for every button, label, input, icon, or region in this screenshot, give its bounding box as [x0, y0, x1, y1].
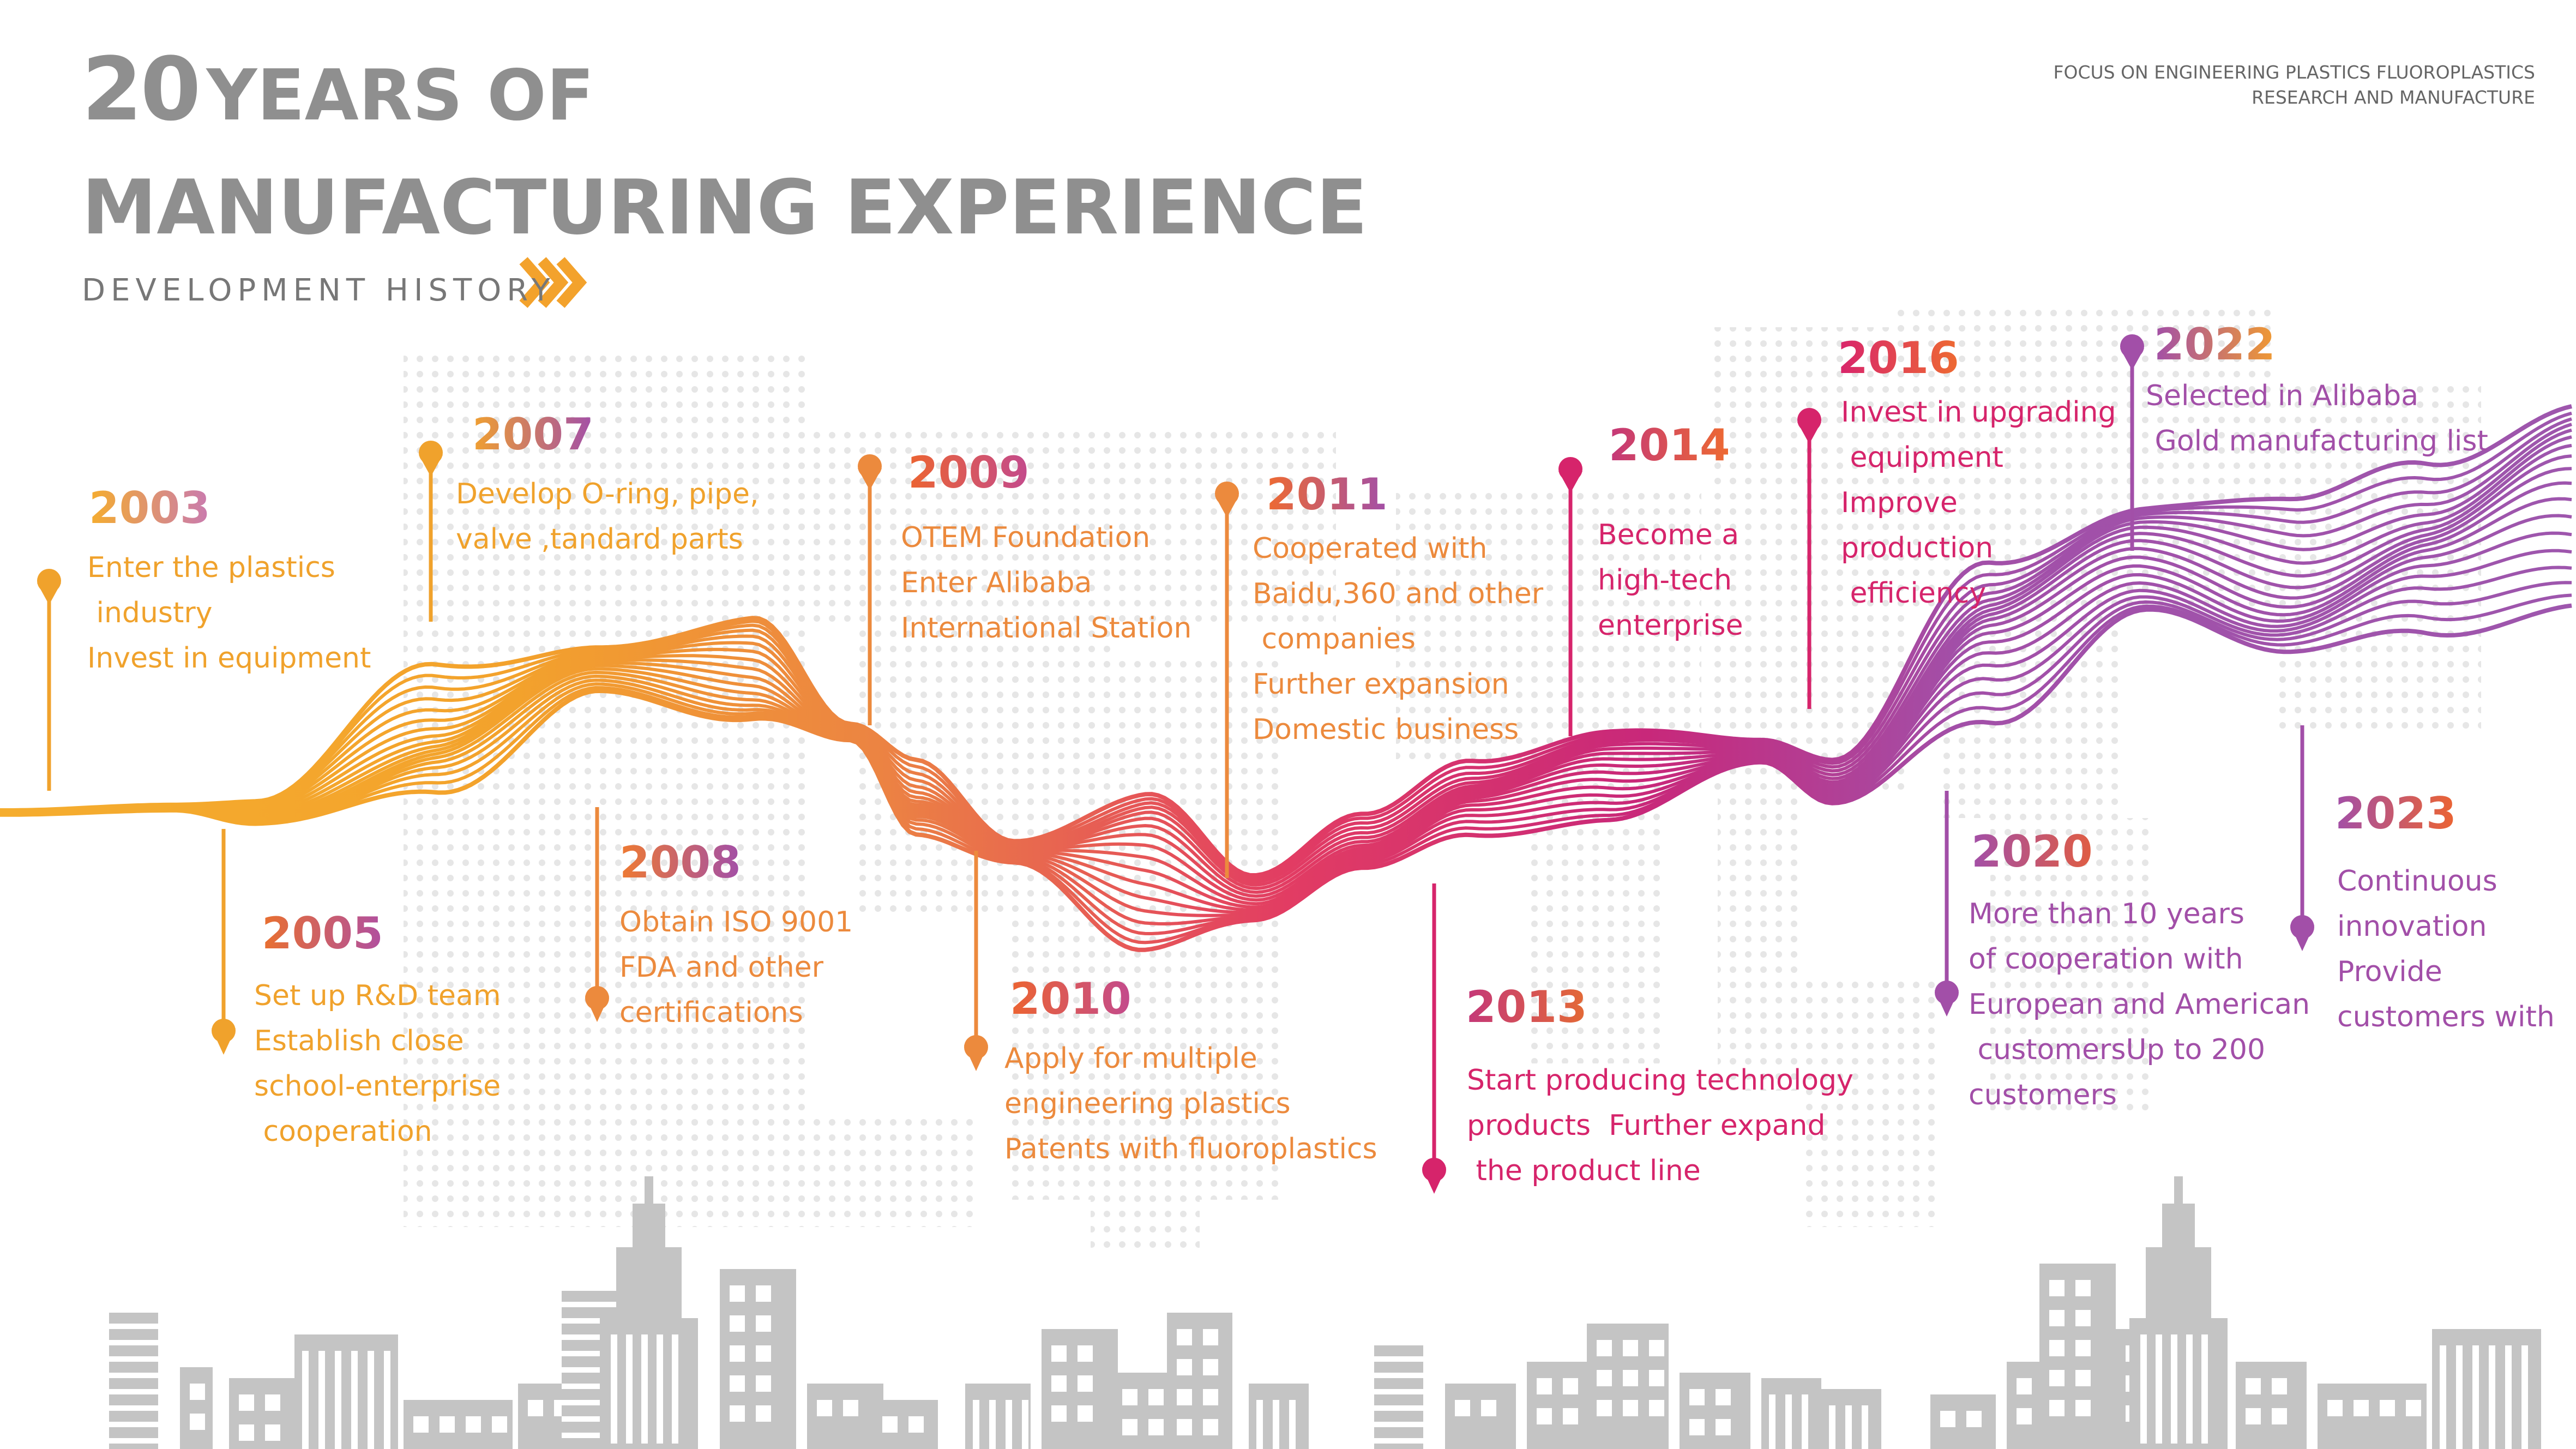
section-subtitle: DEVELOPMENT HISTORY: [82, 273, 556, 308]
milestone-line: customers with: [2337, 1001, 2555, 1033]
milestone-line: Enter Alibaba: [901, 567, 1092, 599]
milestone-line: Gold manufacturing list: [2146, 425, 2488, 458]
title-number: 20: [82, 38, 201, 140]
timeline-pins: [37, 334, 2314, 1194]
milestone-line: More than 10 years: [1969, 898, 2244, 930]
milestone-line: equipment: [1841, 441, 2003, 474]
milestone-text-2009: OTEM Foundation Enter Alibaba Internationa…: [901, 515, 1191, 651]
milestone-line: innovation: [2337, 910, 2487, 943]
milestone-line: Cooperated with: [1253, 532, 1488, 565]
year-label-2013: 2013: [1466, 982, 1587, 1032]
year-label-2023: 2023: [2335, 788, 2457, 839]
milestone-line: International Station: [901, 612, 1192, 645]
milestone-line: Improve: [1841, 486, 1958, 519]
timeline-pin-2008: [585, 807, 609, 1022]
milestone-text-2011: Cooperated with Baidu,360 and other compa…: [1253, 526, 1543, 753]
milestone-line: high-tech: [1598, 564, 1732, 597]
milestone-text-2023: Continuous innovation Provide customers wit…: [2337, 859, 2555, 1040]
timeline-pin-2016: [1797, 408, 1821, 709]
year-label-2022: 2022: [2154, 319, 2276, 370]
timeline-pin-2014: [1558, 457, 1582, 736]
milestone-line: customersUp to 200: [1969, 1033, 2266, 1066]
milestone-line: Become a: [1598, 519, 1740, 551]
milestone-text-2014: Become a high-tech enterprise: [1598, 513, 1743, 648]
milestone-line: Further expansion: [1253, 668, 1509, 701]
world-map-dots: [404, 305, 2481, 1254]
year-label-2007: 2007: [472, 409, 594, 460]
milestone-line: of cooperation with: [1969, 943, 2243, 976]
milestone-text-2007: Develop O-ring, pipe, valve ,tandard part…: [456, 472, 759, 562]
timeline-ribbon: [0, 404, 2572, 952]
milestone-text-2016: Invest in upgrading equipment Improve prod…: [1841, 390, 2116, 616]
milestone-text-2008: Obtain ISO 9001 FDA and other certificatio…: [619, 900, 853, 1036]
milestone-text-2010: Apply for multiple engineering plastics Pa…: [1004, 1036, 1377, 1172]
milestone-line: cooperation: [254, 1115, 432, 1148]
milestone-line: Continuous: [2337, 865, 2497, 898]
milestone-line: Baidu,360 and other: [1253, 578, 1544, 610]
milestone-line: Domestic business: [1253, 713, 1519, 746]
milestone-line: industry: [87, 597, 213, 629]
year-label-2016: 2016: [1838, 333, 1959, 383]
timeline-pin-2005: [212, 829, 236, 1055]
milestone-line: European and American: [1969, 988, 2310, 1021]
milestone-text-2005: Set up R&D team Establish close school-ent…: [254, 973, 501, 1155]
milestone-line: Establish close: [254, 1025, 464, 1057]
timeline-pin-2020: [1935, 791, 1959, 1017]
year-label-2011: 2011: [1266, 469, 1388, 520]
milestone-text-2022: Selected in Alibaba Gold manufacturing l…: [2146, 374, 2488, 464]
milestone-line: Enter the plastics: [87, 551, 335, 584]
milestone-line: school-enterprise: [254, 1070, 501, 1103]
tagline-line2: RESEARCH AND MANUFACTURE: [2252, 87, 2535, 108]
timeline-pin-2011: [1215, 482, 1239, 878]
year-label-2009: 2009: [908, 447, 1030, 498]
milestone-line: production: [1841, 532, 1994, 564]
title-years-of: YEARS OF: [206, 55, 594, 136]
timeline-pin-2003: [37, 569, 61, 791]
year-label-2005: 2005: [262, 908, 383, 959]
milestone-text-2013: Start producing technology products Furth…: [1467, 1058, 1853, 1194]
milestone-line: certifications: [619, 996, 803, 1029]
milestone-line: companies: [1253, 623, 1416, 656]
milestone-line: Start producing technology: [1467, 1064, 1853, 1097]
year-label-2020: 2020: [1971, 826, 2093, 877]
year-label-2003: 2003: [89, 483, 210, 533]
milestone-line: Obtain ISO 9001: [619, 906, 853, 939]
timeline-pin-2013: [1422, 883, 1446, 1194]
milestone-line: valve ,tandard parts: [456, 523, 743, 556]
milestone-line: the product line: [1467, 1155, 1701, 1187]
milestone-line: engineering plastics: [1004, 1087, 1291, 1120]
milestone-text-2020: More than 10 years of cooperation with Eur…: [1969, 892, 2310, 1118]
milestone-line: Invest in equipment: [87, 642, 371, 675]
cityscape-buildings: [109, 1176, 2541, 1449]
milestone-line: Selected in Alibaba: [2146, 380, 2419, 412]
timeline-pin-2007: [419, 441, 443, 622]
milestone-line: FDA and other: [619, 951, 824, 984]
milestone-line: Set up R&D team: [254, 979, 501, 1012]
milestone-line: Develop O-ring, pipe,: [456, 478, 759, 510]
tagline: FOCUS ON ENGINEERING PLASTICS FLUOROPLAS…: [2053, 60, 2535, 110]
timeline-pin-2010: [964, 851, 988, 1071]
timeline-pin-2023: [2290, 725, 2314, 951]
year-label-2010: 2010: [1010, 973, 1131, 1024]
timeline-pin-2009: [858, 454, 882, 725]
milestone-line: OTEM Foundation: [901, 521, 1151, 554]
tagline-line1: FOCUS ON ENGINEERING PLASTICS FLUOROPLAS…: [2053, 62, 2535, 83]
milestone-text-2003: Enter the plastics industry Invest in equ…: [87, 545, 371, 681]
milestone-line: customers: [1969, 1079, 2117, 1111]
year-label-2008: 2008: [619, 837, 741, 888]
timeline-pin-2022: [2120, 334, 2144, 551]
milestone-line: efficiency: [1841, 577, 1987, 610]
year-label-2014: 2014: [1609, 420, 1730, 471]
milestone-line: Apply for multiple: [1004, 1042, 1257, 1075]
milestone-line: Invest in upgrading: [1841, 396, 2116, 429]
page-title-line2: MANUFACTURING EXPERIENCE: [82, 164, 1368, 251]
milestone-line: Provide: [2337, 955, 2442, 988]
page-title-line1: 20 YEARS OF: [82, 38, 594, 140]
milestone-line: Patents with fluoroplastics: [1004, 1133, 1377, 1165]
milestone-line: enterprise: [1598, 609, 1743, 642]
milestone-line: products Further expand: [1467, 1109, 1826, 1142]
chevron-arrows-icon: [519, 257, 587, 308]
